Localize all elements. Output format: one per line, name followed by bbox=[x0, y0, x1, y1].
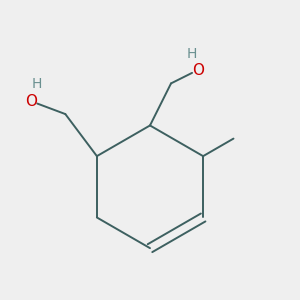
Text: O: O bbox=[25, 94, 37, 109]
Text: O: O bbox=[192, 63, 204, 78]
Text: H: H bbox=[32, 77, 43, 91]
Text: H: H bbox=[187, 46, 197, 61]
